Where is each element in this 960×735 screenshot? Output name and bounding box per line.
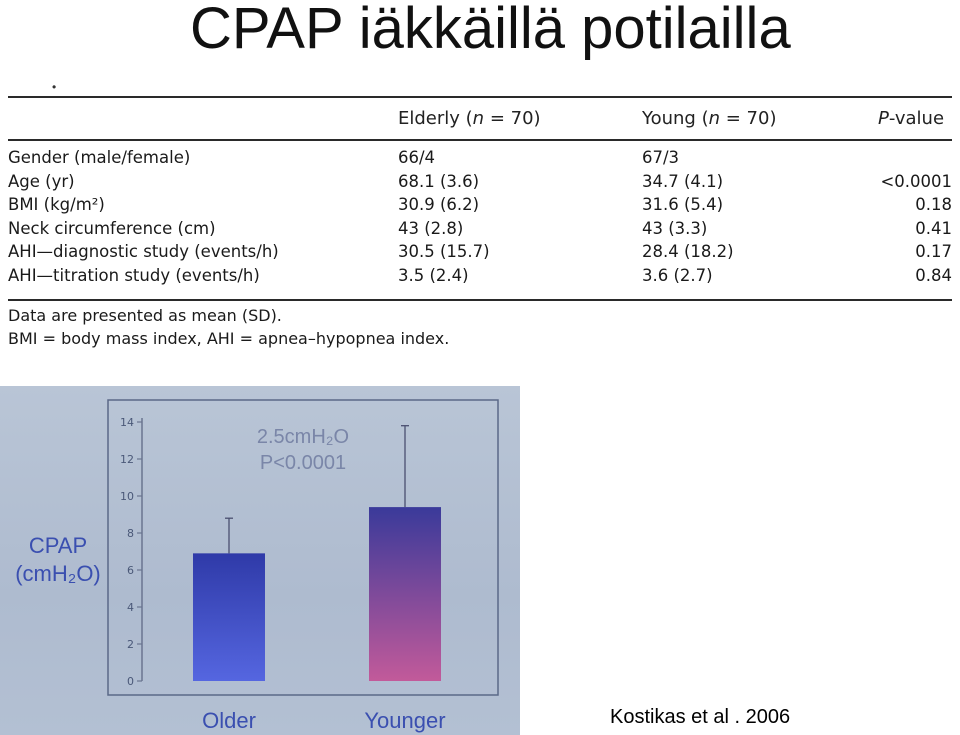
y-tick-label: 0 [127,675,134,688]
chart-frame [107,399,499,696]
header-elderly: Elderly (n = 70) [398,108,541,129]
cell-young: 43 (3.3) [642,218,708,238]
patient-characteristics-table: Elderly (n = 70) Young (n = 70) P-value … [8,96,952,301]
table-row: Age (yr) 68.1 (3.6) 34.7 (4.1) <0.0001 [8,172,952,195]
cell-young: 3.6 (2.7) [642,265,713,285]
row-label: AHI—diagnostic study (events/h) [8,242,279,261]
table-header-rule [8,139,952,141]
y-axis-label-line2: (cmH₂O) [15,561,101,586]
cell-elderly: 30.9 (6.2) [398,195,480,214]
annotation-p-value: P<0.0001 [260,452,346,474]
cell-elderly: 3.5 (2.4) [398,265,469,285]
table-row: AHI—titration study (events/h) 3.5 (2.4) 3… [8,266,952,289]
cpap-bar-chart: 0 2 4 6 8 10 12 14 Older Younger CPAP (cmH₂O) 2.5cmH… [15,399,499,733]
table-row: BMI (kg/m²) 30.9 (6.2) 31.6 (5.4) 0.18 [8,195,952,218]
cell-p-value: 0.18 [915,195,952,214]
cell-p-value: 0.41 [915,218,952,238]
bar-younger [369,507,441,681]
y-tick-label: 12 [120,453,134,466]
cell-p-value: 0.84 [915,265,952,285]
cell-p-value: <0.0001 [880,171,952,191]
table-note-mean-sd: Data are presented as mean (SD). [8,306,282,325]
row-label: Neck circumference (cm) [8,218,216,238]
table-bottom-rule [8,299,952,301]
table-row: Neck circumference (cm) 43 (2.8) 43 (3.3) 0… [8,219,952,242]
header-young: Young (n = 70) [642,108,777,129]
table-row: AHI—diagnostic study (events/h) 30.5 (15.… [8,242,952,265]
cpap-chart-photo: 0 2 4 6 8 10 12 14 Older Younger CPAP (cmH₂O) 2.5cmH… [0,386,520,735]
y-tick-label: 4 [127,601,134,614]
row-label: Gender (male/female) [8,148,191,167]
cell-elderly: 66/4 [398,148,436,167]
cell-young: 28.4 (18.2) [642,242,734,261]
row-label: AHI—titration study (events/h) [8,265,260,285]
row-label: Age (yr) [8,171,75,191]
y-tick-label: 2 [127,638,134,651]
slide-title: CPAP iäkkäillä potilailla [190,0,791,61]
table-row: Gender (male/female) 66/4 67/3 [8,148,952,171]
y-tick-label: 10 [120,490,134,503]
annotation-difference: 2.5cmH₂O [257,426,349,448]
x-category-label: Older [202,708,256,733]
cell-p-value: 0.17 [915,242,952,261]
y-tick-label: 14 [120,416,134,429]
x-category-label: Younger [364,708,445,733]
cell-elderly: 30.5 (15.7) [398,242,490,261]
bar-older [193,553,265,681]
y-axis-label-line1: CPAP [29,533,87,558]
cell-elderly: 68.1 (3.6) [398,171,480,191]
citation: Kostikas et al . 2006 [610,706,791,728]
header-p-value: P-value [878,108,945,129]
cell-young: 67/3 [642,148,680,167]
row-label: BMI (kg/m²) [8,195,105,214]
bullet-mark: • [52,80,57,94]
y-tick-label: 6 [127,564,134,577]
table-top-rule [8,96,952,98]
table-note-abbreviations: BMI = body mass index, AHI = apnea–hypop… [8,329,450,348]
y-tick-label: 8 [127,527,134,540]
cell-young: 34.7 (4.1) [642,171,724,191]
cell-young: 31.6 (5.4) [642,195,724,214]
cell-elderly: 43 (2.8) [398,218,464,238]
